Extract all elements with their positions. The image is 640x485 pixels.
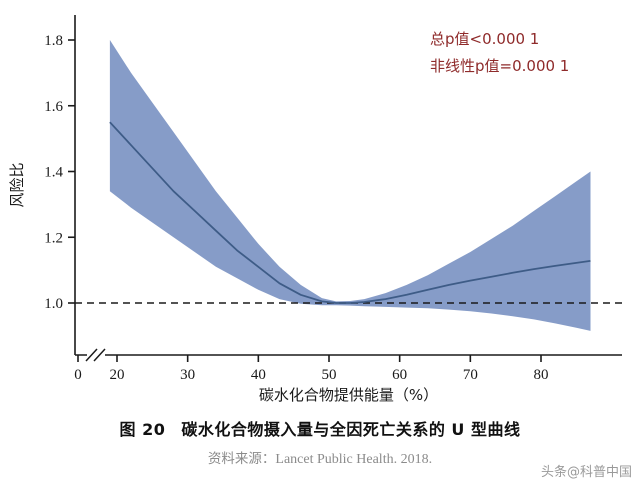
y-tick-label: 1.6 [44,99,63,115]
p-value-annotation: 非线性p值=0.000 1 [430,57,569,75]
x-tick-label: 30 [180,367,195,383]
axis-break-mark [93,348,106,362]
x-tick-label: 0 [74,367,82,383]
x-axis-label: 碳水化合物提供能量（%） [259,386,438,404]
x-tick-label: 40 [251,367,266,383]
y-axis-label: 风险比 [8,162,26,207]
source-text: Lancet Public Health. 2018. [275,452,433,467]
y-tick-label: 1.2 [44,230,63,246]
x-tick-label: 60 [392,367,407,383]
y-tick-label: 1.8 [44,33,63,49]
x-tick-label: 80 [534,367,549,383]
axis-break-mark [85,348,98,362]
axis-break-gap [87,348,105,362]
x-tick-label: 20 [110,367,125,383]
source-prefix: 资料来源： [207,451,276,467]
p-value-annotation: 总p值<0.000 1 [430,30,539,48]
y-tick-label: 1.0 [44,296,63,312]
risk-line [109,121,591,304]
figure-title: 碳水化合物摄入量与全因死亡关系的 U 型曲线 [181,420,521,439]
figure-caption: 图 20 碳水化合物摄入量与全因死亡关系的 U 型曲线 [0,416,640,440]
watermark: 头条@科普中国 [540,465,632,480]
risk-curve-chart: 1.0 1.2 1.4 1.6 1.8 0 20 30 40 50 60 70 80 风险比碳水化合物提供… [8,15,622,404]
x-tick-label: 70 [463,367,478,383]
confidence-band [109,40,591,331]
x-tick-label: 50 [322,367,337,383]
source-line: 资料来源：Lancet Public Health. 2018. [0,447,640,468]
chart-svg: 1.0 1.2 1.4 1.6 1.8 0 20 30 40 50 60 70 80 风险比碳水化合物提供… [8,15,622,404]
y-tick-label: 1.4 [44,165,63,181]
figure-number: 图 20 [119,420,166,439]
